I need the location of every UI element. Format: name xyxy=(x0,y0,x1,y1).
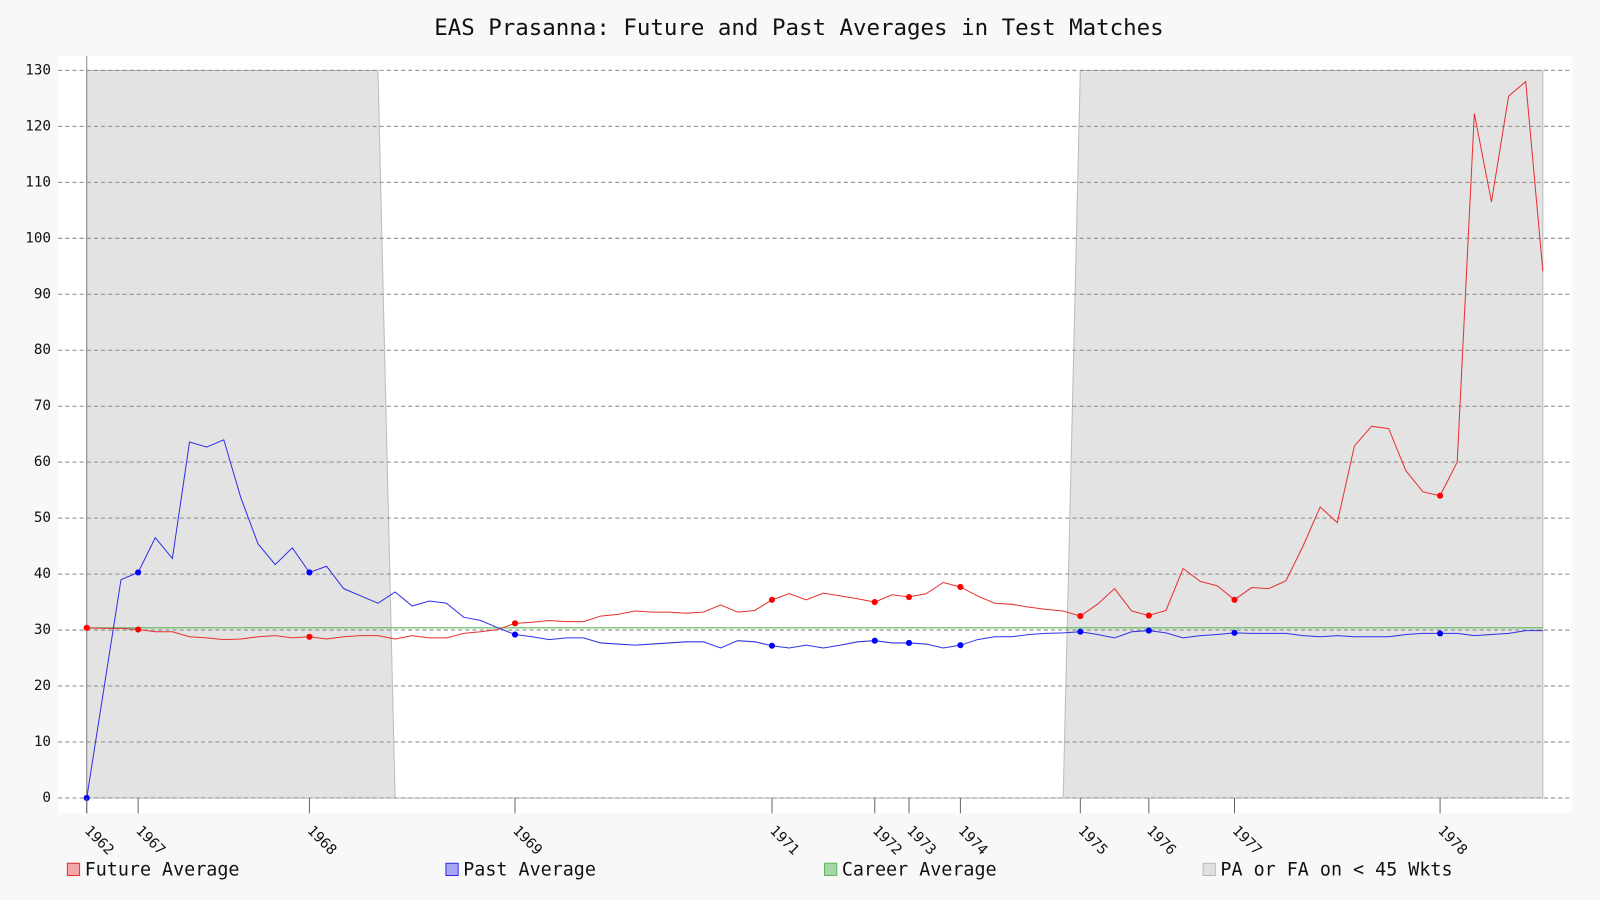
y-tick-label: 100 xyxy=(25,230,51,246)
legend-label: PA or FA on < 45 Wkts xyxy=(1220,859,1452,880)
y-tick-label: 130 xyxy=(25,62,51,78)
y-tick-label: 80 xyxy=(34,342,51,358)
series-dot xyxy=(1077,628,1084,635)
series-dot xyxy=(768,596,776,603)
x-tick-label: 1977 xyxy=(1229,823,1265,859)
x-tick-label: 1962 xyxy=(81,823,117,859)
series-dot xyxy=(957,642,964,649)
y-tick-label: 70 xyxy=(34,398,51,414)
legend-swatch xyxy=(445,862,459,877)
series-dot xyxy=(1145,612,1152,619)
series-dot xyxy=(306,569,313,576)
y-tick-label: 50 xyxy=(34,510,51,526)
series-dot xyxy=(1437,492,1444,499)
y-tick-label: 90 xyxy=(34,286,51,302)
legend-swatch xyxy=(823,862,838,877)
y-tick-label: 60 xyxy=(34,454,51,470)
series-dot xyxy=(957,583,964,591)
x-tick-label: 1976 xyxy=(1143,823,1179,859)
series-dot xyxy=(905,593,913,601)
x-tick-label: 1975 xyxy=(1075,823,1111,859)
y-tick-label: 40 xyxy=(34,566,51,582)
series-dot xyxy=(306,633,313,640)
series-dot xyxy=(871,599,878,606)
series-dot xyxy=(135,569,142,576)
y-tick-label: 20 xyxy=(34,678,51,694)
legend-label: Past Average xyxy=(463,859,596,880)
legend-swatch xyxy=(66,862,81,877)
series-dot xyxy=(1077,613,1084,620)
legend-label: Career Average xyxy=(842,859,997,880)
series-dot xyxy=(135,626,142,633)
x-tick-label: 1972 xyxy=(869,823,905,859)
series-dot xyxy=(1145,627,1152,634)
series-line xyxy=(86,439,1543,799)
series-dot xyxy=(1231,629,1238,636)
chart-title: EAS Prasanna: Future and Past Averages i… xyxy=(434,15,1163,41)
x-tick-label: 1967 xyxy=(132,823,168,859)
x-tick-label: 1971 xyxy=(766,823,802,859)
y-tick-label: 0 xyxy=(42,790,51,806)
x-tick-label: 1969 xyxy=(509,823,545,859)
series-dot xyxy=(511,620,519,627)
series-dot xyxy=(1437,630,1444,637)
series-dot xyxy=(83,624,90,631)
x-tick-label: 1978 xyxy=(1434,823,1470,859)
series-dot xyxy=(1231,596,1238,603)
series-dot xyxy=(871,637,878,644)
series-dot xyxy=(768,642,776,649)
x-tick-label: 1974 xyxy=(955,823,991,859)
legend-label: Future Average xyxy=(85,859,240,880)
y-tick-label: 120 xyxy=(25,118,51,134)
series-dot xyxy=(511,631,519,638)
x-tick-label: 1968 xyxy=(304,823,340,859)
y-tick-label: 30 xyxy=(34,622,51,638)
series-dot xyxy=(905,639,913,646)
y-tick-label: 110 xyxy=(25,174,51,190)
x-tick-label: 1973 xyxy=(903,823,939,859)
y-tick-label: 10 xyxy=(34,734,51,750)
series-line xyxy=(86,80,1544,641)
legend-swatch xyxy=(1202,862,1216,877)
